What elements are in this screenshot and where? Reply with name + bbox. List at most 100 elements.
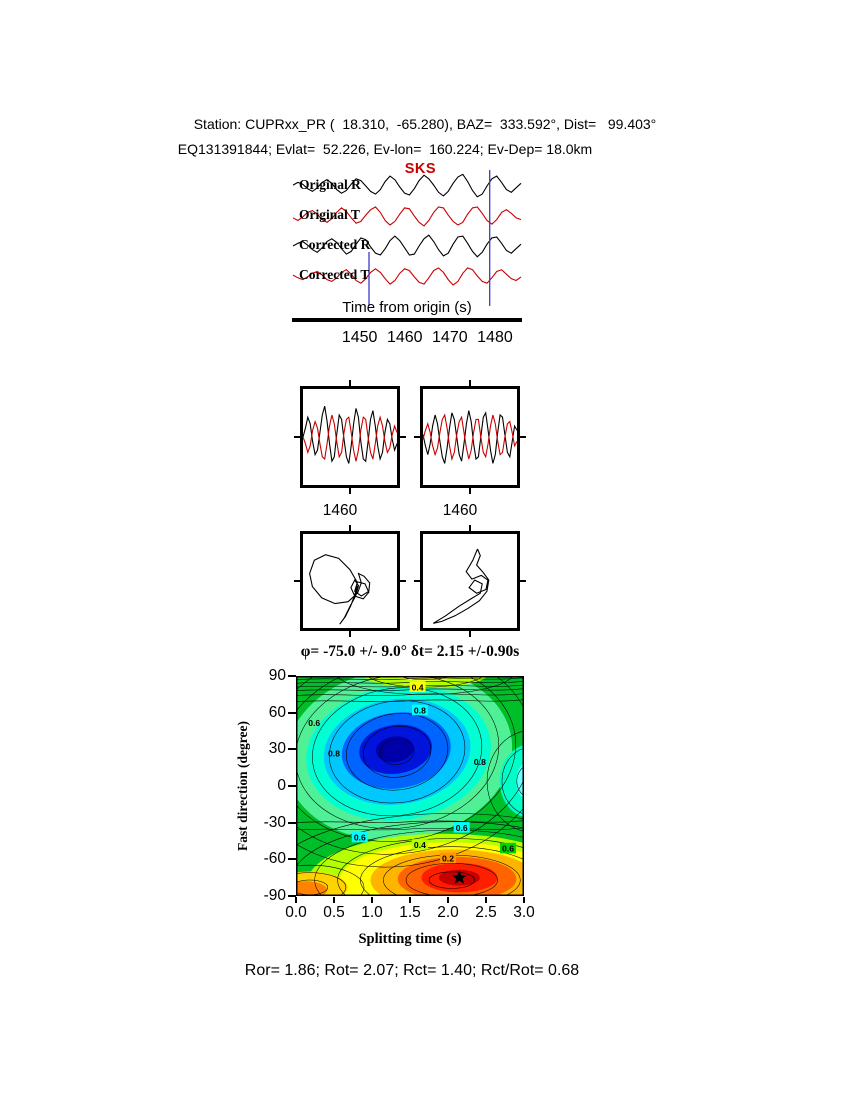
waveform-traces-plot bbox=[292, 170, 522, 306]
zoom-waveform-left bbox=[302, 406, 398, 464]
contour-level-label: 0.8 bbox=[474, 757, 486, 767]
best-fit-star-marker bbox=[452, 870, 467, 884]
tick-mark bbox=[400, 580, 406, 582]
x-tick-label: 0.5 bbox=[323, 904, 345, 921]
y-tick-mark bbox=[288, 675, 296, 677]
y-tick-label: 30 bbox=[268, 740, 286, 758]
tick-mark bbox=[349, 488, 351, 494]
tick-mark bbox=[294, 436, 300, 438]
y-tick-mark bbox=[288, 895, 296, 897]
svg-text:0.8: 0.8 bbox=[328, 748, 340, 758]
tick-mark bbox=[469, 488, 471, 494]
tick-mark bbox=[414, 436, 420, 438]
contour-fill-region bbox=[375, 736, 414, 763]
contour-level-label: 0.6 bbox=[308, 718, 320, 728]
svg-text:0.4: 0.4 bbox=[414, 840, 426, 850]
contour-level-label: 0.4 bbox=[411, 839, 428, 850]
y-tick-label: -30 bbox=[263, 813, 286, 831]
zoom-window-left bbox=[294, 380, 406, 494]
x-tick-mark bbox=[409, 897, 411, 903]
trace-label: Original T bbox=[299, 207, 360, 222]
waveform-panel: Original R Original T Corrected R Corrected… bbox=[292, 161, 522, 308]
contour-level-label: 0.2 bbox=[440, 852, 456, 864]
particle-motion-right bbox=[414, 525, 526, 637]
time-axis: Time from origin (s) 1450 1460 1470 1480 bbox=[292, 299, 522, 346]
station-header: Station: CUPRxx_PR ( 18.310, -65.280), B… bbox=[193, 116, 657, 132]
svg-text:0.8: 0.8 bbox=[474, 757, 486, 767]
phase-label: SKS bbox=[404, 161, 437, 177]
svg-text:0.6: 0.6 bbox=[456, 823, 468, 833]
particle-motion-left bbox=[294, 525, 406, 637]
x-tick-label: 3.0 bbox=[513, 904, 535, 921]
time-axis-title: Time from origin (s) bbox=[342, 299, 472, 316]
svg-text:0.6: 0.6 bbox=[502, 844, 514, 854]
zoom-trace-line bbox=[302, 414, 398, 462]
results-footer: Ror= 1.86; Rot= 2.07; Rct= 1.40; Rct/Rot… bbox=[244, 962, 580, 979]
y-tick-mark bbox=[288, 858, 296, 861]
y-tick-label: -90 bbox=[263, 887, 286, 904]
x-tick-label: 1.0 bbox=[361, 904, 383, 921]
x-tick-mark bbox=[447, 897, 449, 903]
tick-mark bbox=[414, 580, 420, 582]
tick-mark bbox=[469, 525, 471, 531]
x-tick-mark bbox=[371, 897, 373, 903]
y-tick-label: -60 bbox=[263, 850, 286, 868]
trace-line bbox=[292, 206, 522, 227]
contour-level-label: 0.4 bbox=[409, 681, 426, 692]
time-tick-label: 1460 bbox=[386, 329, 423, 346]
zoom-trace-line bbox=[422, 413, 518, 462]
y-tick-label: 90 bbox=[268, 667, 286, 684]
tick-mark bbox=[520, 436, 526, 438]
x-tick-label: 0.0 bbox=[285, 904, 307, 921]
tick-mark bbox=[349, 631, 351, 637]
error-surface-plot: 0.4 0.8 0.6 0.8 0.8 0.6 0.6 0.4 0.2 0.6 bbox=[296, 676, 524, 896]
x-tick-label: 2.0 bbox=[437, 904, 459, 921]
contour-xlabel: Splitting time (s) bbox=[358, 931, 462, 947]
trace-line bbox=[292, 173, 522, 198]
event-header: EQ131391844; Evlat= 52.226, Ev-lon= 160.… bbox=[177, 141, 593, 157]
svg-text:0.6: 0.6 bbox=[308, 718, 320, 728]
zoom-trace-line bbox=[302, 406, 398, 464]
zoom-tick-label-left: 1460 bbox=[322, 502, 358, 519]
x-tick-mark bbox=[295, 897, 297, 903]
trace-line bbox=[292, 234, 522, 258]
contour-level-label: 0.8 bbox=[328, 748, 340, 758]
tick-mark bbox=[469, 631, 471, 637]
tick-mark bbox=[520, 580, 526, 582]
trace-label: Original R bbox=[299, 177, 361, 192]
tick-mark bbox=[349, 525, 351, 531]
y-tick-mark bbox=[288, 711, 296, 714]
contour-level-label: 0.6 bbox=[453, 822, 470, 833]
tick-mark bbox=[469, 380, 471, 386]
y-tick-mark bbox=[288, 821, 296, 824]
time-tick-label: 1470 bbox=[432, 329, 468, 346]
contour-level-label: 0.8 bbox=[411, 704, 428, 716]
trace-label: Corrected R bbox=[299, 237, 371, 252]
time-tick-label: 1450 bbox=[341, 329, 378, 346]
x-tick-mark bbox=[333, 897, 335, 903]
zoom-trace-line bbox=[422, 410, 518, 464]
svg-text:0.4: 0.4 bbox=[412, 682, 424, 692]
tick-mark bbox=[349, 380, 351, 386]
x-tick-label: 1.5 bbox=[399, 904, 421, 921]
zoom-waveform-right bbox=[422, 410, 518, 464]
x-tick-mark bbox=[523, 897, 525, 903]
time-tick-label: 1480 bbox=[477, 329, 513, 346]
contour-fill-region bbox=[499, 745, 524, 818]
x-tick-mark bbox=[485, 897, 487, 903]
particle-motion-plot-right bbox=[433, 548, 490, 624]
error-surface-contours: 0.4 0.8 0.6 0.8 0.8 0.6 0.6 0.4 0.2 0.6 bbox=[296, 676, 524, 896]
zoom-window-right bbox=[414, 380, 526, 494]
svg-text:0.6: 0.6 bbox=[354, 833, 366, 843]
y-tick-label: 60 bbox=[268, 703, 286, 721]
tick-mark bbox=[294, 580, 300, 582]
svg-text:0.8: 0.8 bbox=[414, 706, 426, 716]
tick-mark bbox=[400, 436, 406, 438]
trace-line bbox=[292, 267, 522, 286]
svg-text:0.2: 0.2 bbox=[442, 854, 454, 864]
contour-level-label: 0.6 bbox=[500, 842, 516, 854]
particle-motion-curve bbox=[433, 548, 490, 624]
contour-title: φ= -75.0 +/- 9.0° δt= 2.15 +/-0.90s bbox=[300, 643, 520, 660]
trace-label: Corrected T bbox=[299, 267, 370, 282]
